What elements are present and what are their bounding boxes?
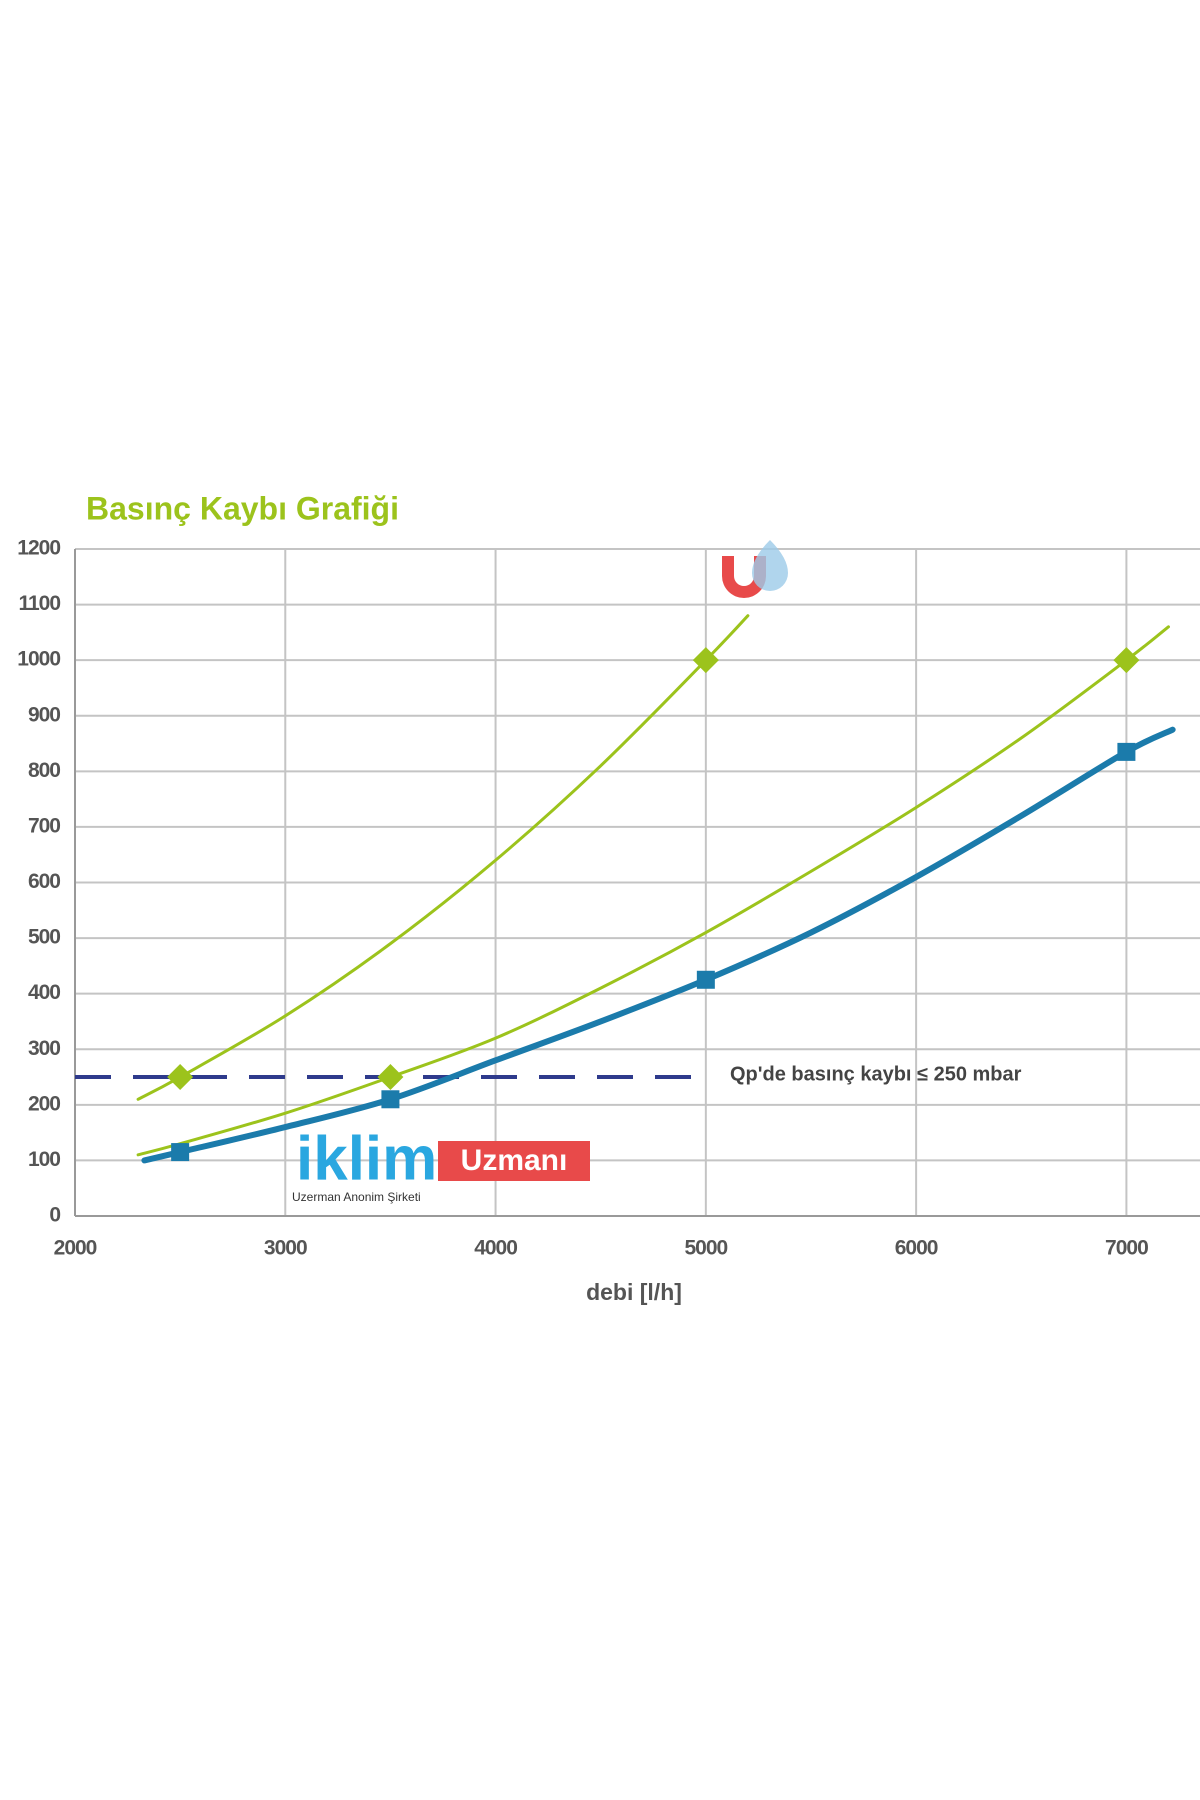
y-tick-label: 100 [28, 1148, 60, 1171]
y-tick-label: 1000 [17, 648, 60, 671]
x-tick-label: 4000 [474, 1237, 517, 1260]
line-series [136, 614, 750, 1101]
watermark: iklim Uzmanı Uzerman Anonim Şirketi [292, 540, 788, 1204]
marker [167, 1064, 194, 1091]
y-tick-label: 800 [28, 759, 60, 782]
y-tick-label: 200 [28, 1092, 60, 1115]
marker [171, 1143, 190, 1162]
line-series [141, 726, 1176, 1164]
x-tick-label: 5000 [684, 1237, 727, 1260]
line-series [136, 625, 1170, 1157]
marker [1117, 742, 1136, 761]
marker [381, 1090, 400, 1109]
brand-box-text: Uzmanı [461, 1144, 568, 1177]
marker [377, 1064, 404, 1091]
x-tick-label: 6000 [895, 1237, 938, 1260]
brand-box [438, 1141, 590, 1181]
y-tick-label: 0 [49, 1204, 60, 1227]
annotation: Qp'de basınç kaybı ≤ 250 mbar [730, 1063, 1022, 1085]
x-tick-label: 3000 [264, 1237, 307, 1260]
x-tick-label: 7000 [1105, 1237, 1148, 1260]
marker [1113, 647, 1140, 674]
y-tick-label: 600 [28, 870, 60, 893]
y-tick-label: 1100 [18, 592, 60, 615]
y-tick-label: 400 [28, 981, 60, 1004]
marker [696, 970, 715, 989]
chart-title: Basınç Kaybı Grafiği [86, 490, 399, 526]
y-tick-label: 700 [28, 814, 60, 837]
x-axis-label: debi [l/h] [586, 1279, 682, 1305]
y-tick-label: 1200 [17, 537, 60, 560]
marker [692, 647, 719, 674]
y-tick-label: 900 [28, 703, 60, 726]
brand-text: iklim [296, 1124, 437, 1193]
x-tick-label: 2000 [54, 1237, 97, 1260]
company-text: Uzerman Anonim Şirketi [292, 1190, 421, 1204]
y-tick-label: 300 [28, 1037, 60, 1060]
logo-drop [752, 540, 788, 591]
y-tick-label: 500 [28, 926, 60, 949]
